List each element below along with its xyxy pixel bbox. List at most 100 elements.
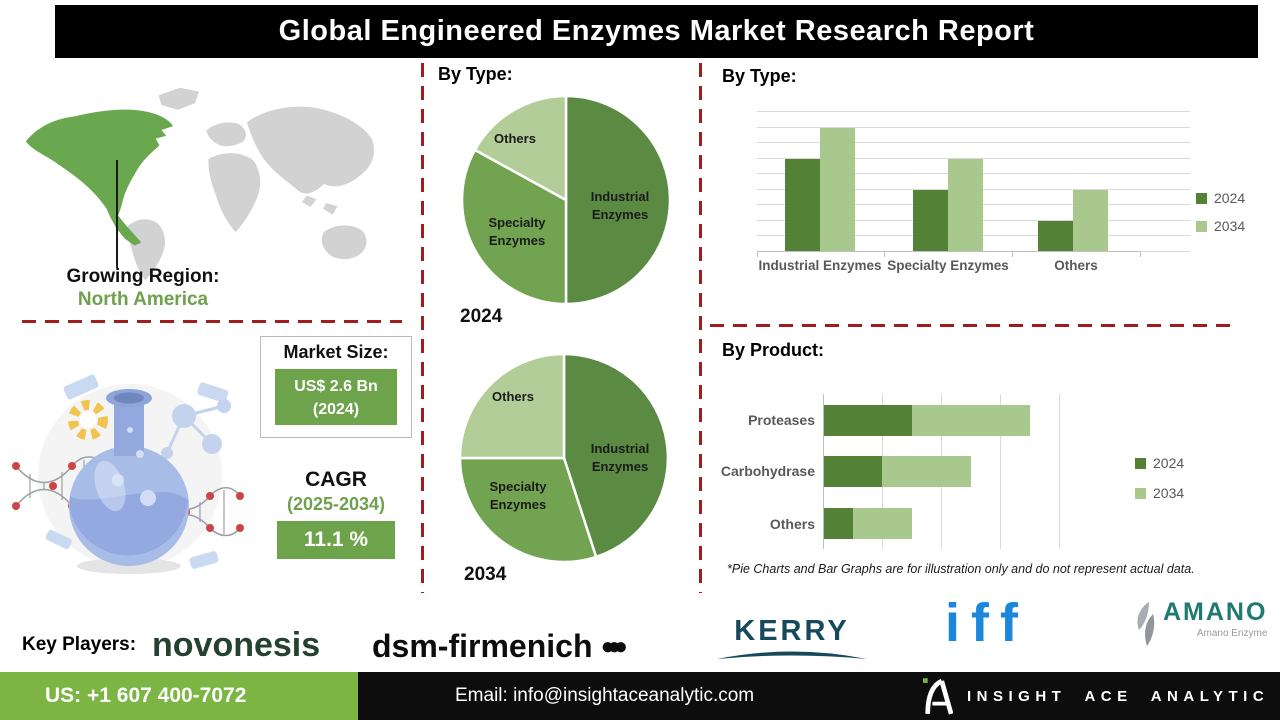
bar-legend-2034: 2034 bbox=[1196, 218, 1245, 234]
amano-leaf-icon bbox=[1137, 602, 1155, 646]
kerry-wordmark: KERRY bbox=[734, 615, 850, 647]
growing-region-value: North America bbox=[77, 289, 209, 310]
product-category-carbohydrase: Carbohydrase bbox=[720, 463, 815, 479]
footer-bar: Email: info@insightaceanalytic.com INSIG… bbox=[358, 672, 1280, 720]
pie1-year-label: 2024 bbox=[460, 306, 503, 327]
bar-section-header: By Type: bbox=[722, 66, 797, 86]
pie-chart-2024 bbox=[458, 92, 674, 308]
legend-swatch-2034 bbox=[1196, 220, 1207, 232]
amano-logo: AMANO Amano Enzyme bbox=[1133, 600, 1267, 650]
map-island-1 bbox=[301, 195, 317, 207]
product-legend-swatch-2034 bbox=[1135, 487, 1146, 499]
map-europe bbox=[206, 122, 246, 147]
product-legend-swatch-2024 bbox=[1135, 457, 1146, 469]
pie1-label-industrial: Industrial Enzymes bbox=[590, 189, 650, 222]
kerry-swoosh-icon bbox=[717, 651, 867, 659]
hbar-Proteases-2034 bbox=[911, 405, 1030, 436]
market-size-label: Market Size: bbox=[283, 342, 389, 362]
iff-logo: iff bbox=[945, 593, 1029, 653]
bar-Others-2024 bbox=[1038, 220, 1073, 252]
bar-category-industrial: Industrial Enzymes bbox=[758, 258, 882, 273]
market-size-value: US$ 2.6 Bn (2024) bbox=[275, 369, 397, 425]
brand-block: INSIGHT ACE ANALYTIC bbox=[923, 678, 1269, 716]
insight-ace-logo-icon bbox=[923, 678, 953, 715]
bar-Others-2034 bbox=[1073, 189, 1108, 252]
divider-horizontal-left bbox=[22, 320, 402, 323]
amano-wordmark: AMANO bbox=[1163, 598, 1268, 626]
bar-chart-by-product bbox=[823, 394, 1060, 549]
amano-text-block: AMANO Amano Enzyme bbox=[1163, 598, 1268, 640]
footer-email: Email: info@insightaceanalytic.com bbox=[455, 685, 755, 706]
legend-label-2034: 2034 bbox=[1214, 218, 1246, 234]
product-section-header: By Product: bbox=[722, 340, 825, 360]
pie1-label-others: Others bbox=[494, 131, 536, 146]
map-pointer-line bbox=[116, 160, 118, 268]
dsm-dots-icon: ●●● bbox=[600, 632, 627, 660]
lab-flask-illustration bbox=[12, 374, 244, 574]
product-legend-2024: 2024 bbox=[1135, 455, 1184, 471]
pie2-label-others: Others bbox=[492, 389, 534, 404]
amano-subtitle: Amano Enzyme bbox=[1196, 628, 1268, 639]
cagr-value: 11.1 % bbox=[277, 521, 395, 559]
pie2-year-label: 2034 bbox=[464, 564, 507, 585]
market-size-box: Market Size: US$ 2.6 Bn (2024) bbox=[260, 336, 412, 438]
world-map bbox=[25, 87, 374, 281]
bar-Industrial Enzymes-2024 bbox=[785, 158, 820, 252]
divider-horizontal-right bbox=[710, 324, 1230, 327]
bar-Specialty Enzymes-2024 bbox=[913, 189, 948, 252]
cagr-block: CAGR (2025-2034) 11.1 % bbox=[262, 468, 410, 559]
map-africa bbox=[208, 153, 261, 232]
product-legend-label-2034: 2034 bbox=[1153, 485, 1185, 501]
bar-category-others: Others bbox=[1054, 258, 1098, 273]
map-south-america bbox=[127, 219, 166, 281]
bar-Industrial Enzymes-2034 bbox=[820, 127, 855, 252]
product-legend-label-2024: 2024 bbox=[1153, 455, 1185, 471]
divider-vertical-left bbox=[421, 63, 424, 593]
growing-region-block: Growing Region: North America bbox=[38, 266, 248, 311]
pie1-label-specialty: Specialty Enzymes bbox=[488, 215, 546, 248]
deco-shard-4 bbox=[189, 551, 219, 569]
growing-region-label: Growing Region: bbox=[66, 266, 220, 287]
legend-label-2024: 2024 bbox=[1214, 190, 1246, 206]
map-north-america-highlighted bbox=[25, 109, 173, 246]
product-category-proteases: Proteases bbox=[748, 412, 815, 428]
product-legend-2034: 2034 bbox=[1135, 485, 1184, 501]
map-asia bbox=[247, 106, 374, 194]
page-title: Global Engineered Enzymes Market Researc… bbox=[55, 5, 1258, 58]
bar-legend-2024: 2024 bbox=[1196, 190, 1245, 206]
hbar-Carbohydrase-2034 bbox=[882, 456, 971, 487]
hbar-Others-2024 bbox=[823, 508, 853, 539]
footer-phone: US: +1 607 400-7072 bbox=[0, 672, 358, 720]
deco-shard-3 bbox=[45, 529, 72, 550]
cagr-period: (2025-2034) bbox=[286, 494, 386, 514]
market-size-year: (2024) bbox=[312, 401, 360, 419]
novonesis-logo: novonesis bbox=[152, 626, 321, 664]
legend-swatch-2024 bbox=[1196, 192, 1207, 204]
disclaimer-text: *Pie Charts and Bar Graphs are for illus… bbox=[727, 562, 1195, 576]
product-category-others: Others bbox=[769, 516, 815, 532]
flask-icon bbox=[69, 389, 189, 574]
dsm-firmenich-logo: dsm-firmenich ●●● bbox=[372, 628, 628, 665]
hbar-Others-2034 bbox=[852, 508, 912, 539]
dsm-firmenich-wordmark: dsm-firmenich bbox=[372, 628, 593, 664]
deco-shard-1 bbox=[63, 374, 99, 400]
deco-shard-2 bbox=[197, 382, 229, 403]
gear-icon bbox=[68, 400, 108, 440]
pie-chart-2034 bbox=[456, 350, 672, 566]
molecule-nodes bbox=[161, 399, 231, 459]
bar-category-specialty: Specialty Enzymes bbox=[887, 258, 1009, 273]
bar-chart-by-type bbox=[757, 111, 1190, 257]
pie2-label-specialty: Specialty Enzymes bbox=[489, 479, 547, 512]
market-size-amount: US$ 2.6 Bn bbox=[294, 378, 378, 395]
brand-name: INSIGHT ACE ANALYTIC bbox=[967, 688, 1270, 705]
pie-section-header: By Type: bbox=[438, 64, 513, 84]
kerry-logo: KERRY bbox=[712, 615, 872, 666]
hbar-Proteases-2024 bbox=[823, 405, 912, 436]
cagr-label: CAGR bbox=[305, 468, 367, 491]
pie2-label-industrial: Industrial Enzymes bbox=[590, 441, 650, 474]
key-players-label: Key Players: bbox=[22, 634, 137, 655]
map-greenland bbox=[158, 87, 199, 110]
gear-center bbox=[80, 412, 96, 428]
map-island-2 bbox=[323, 203, 338, 215]
